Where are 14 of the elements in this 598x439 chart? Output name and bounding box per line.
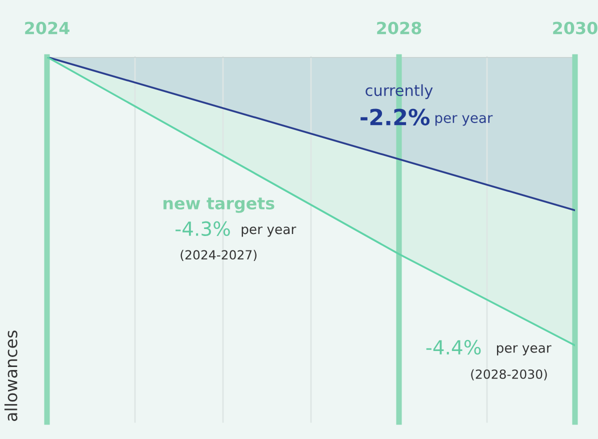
x-tick-label: 2024 (25, 22, 70, 34)
annotation: currently (366, 84, 433, 100)
annotation: -2.2% (360, 108, 430, 126)
annotation: (2028-2030) (471, 369, 547, 380)
annotation: per year (242, 226, 296, 237)
annotation: new targets (164, 198, 274, 213)
annotation: -4.4% (426, 340, 481, 355)
annotation: (2024-2027) (180, 250, 256, 262)
annotation: per year (435, 115, 493, 126)
x-tick-label: 2030 (553, 22, 598, 34)
y-axis-title: allowances (4, 330, 18, 421)
x-tick-label: 2028 (377, 22, 422, 34)
annotation: -4.3% (176, 221, 230, 236)
annotation: per year (497, 345, 552, 356)
